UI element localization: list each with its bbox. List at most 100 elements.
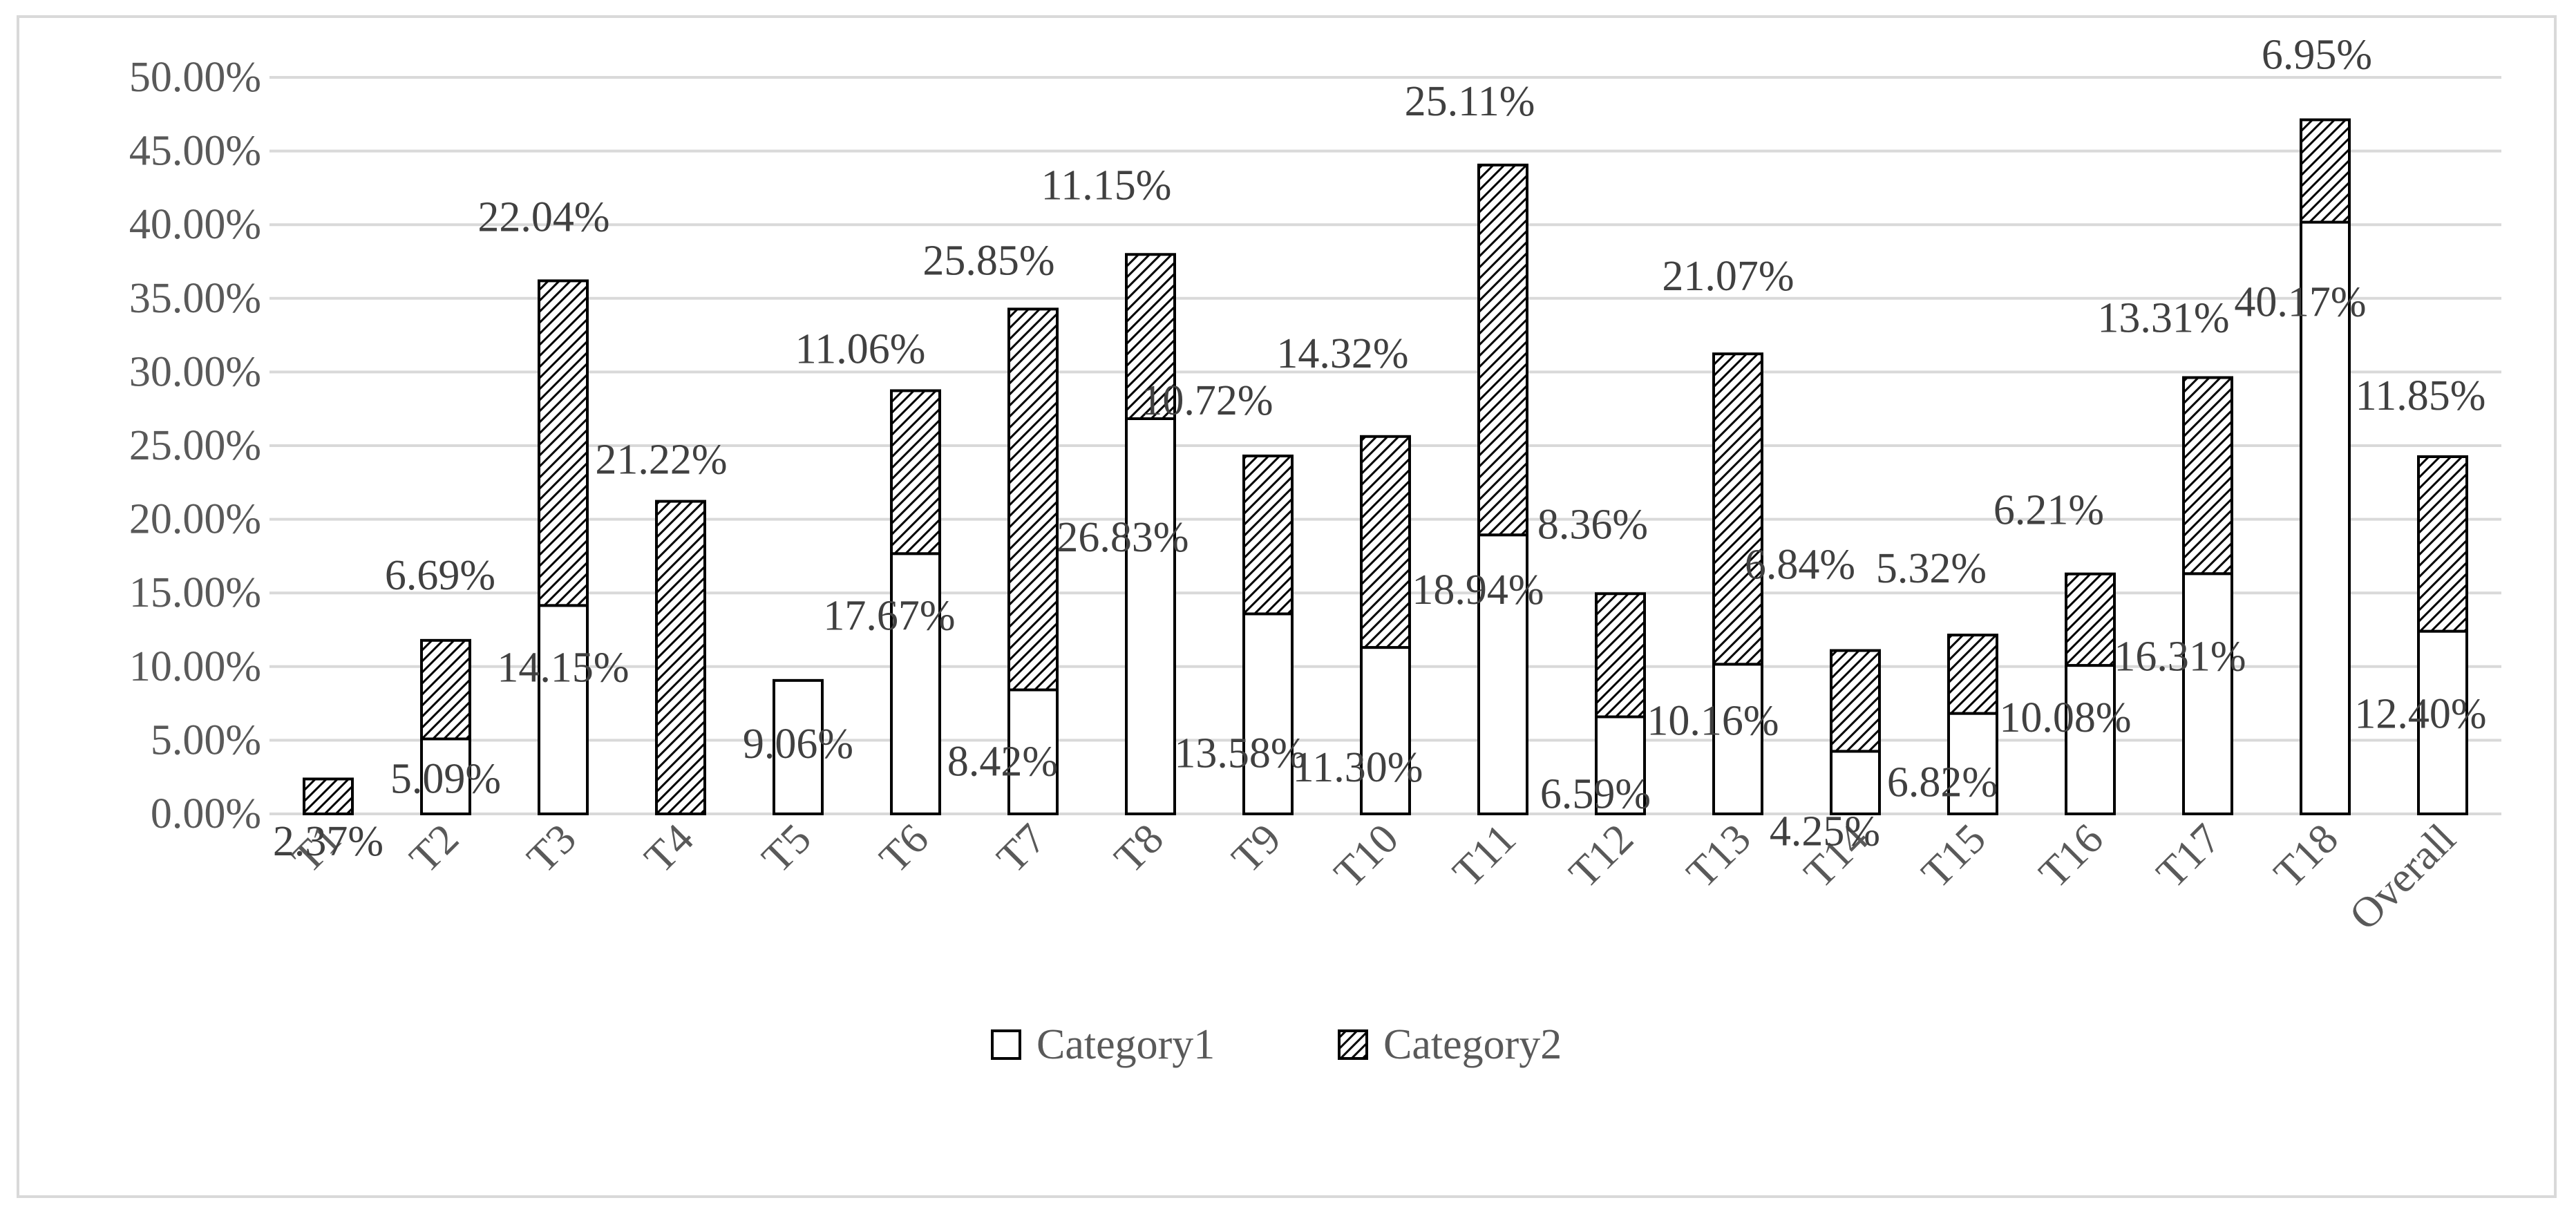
data-label-category1: 4.25%	[1770, 808, 1880, 855]
bars	[303, 118, 2468, 816]
data-label-category1: 6.59%	[1540, 771, 1651, 818]
x-tick-label: T13	[1678, 815, 1760, 897]
bar-category1-t11	[1477, 533, 1528, 816]
y-tick-label: 15.00%	[129, 569, 261, 616]
data-label-category1: 6.82%	[1887, 759, 1998, 806]
bar-category2-t3	[538, 279, 589, 607]
x-tick-label: T4	[636, 815, 703, 882]
bar-category2-t18	[2300, 118, 2351, 224]
legend: Category1 Category2	[991, 1021, 1562, 1068]
data-label-category2: 8.36%	[1537, 501, 1648, 548]
data-label-category1: 8.42%	[947, 738, 1058, 785]
x-tick-label: T10	[1325, 815, 1408, 897]
x-tick-label: T18	[2265, 815, 2347, 897]
y-tick-label: 10.00%	[129, 643, 261, 690]
y-tick-label: 30.00%	[129, 348, 261, 395]
bar-category1-t17	[2182, 572, 2233, 815]
bar-category1-t3	[538, 604, 589, 816]
bar-category2-t14	[1830, 649, 1881, 753]
data-label-category2: 11.06%	[795, 325, 926, 372]
bar-category1-t13	[1712, 663, 1763, 815]
data-labels: 2.37%5.09% 6.69%14.15% 22.04% 21.22% 9.06% 17…	[273, 31, 2487, 865]
y-tick-label: 50.00%	[129, 54, 261, 101]
data-label-category1: 26.83%	[1057, 514, 1188, 561]
data-label-category2: 21.22%	[595, 437, 727, 484]
bar-category2-t6	[890, 389, 941, 555]
x-tick-label: T15	[1913, 815, 1995, 897]
x-tick-label: T8	[1106, 815, 1173, 882]
legend-swatch-category1	[991, 1029, 1021, 1060]
x-tick-label: T2	[401, 815, 468, 882]
data-label-category2: 5.32%	[1876, 545, 1987, 592]
data-label-category2: 11.85%	[2356, 372, 2486, 419]
x-tick-label: T7	[988, 815, 1055, 882]
data-label-category2: 6.21%	[1993, 487, 2104, 534]
data-label-category2: 11.15%	[1041, 162, 1172, 209]
bar-category1-t9	[1242, 612, 1294, 816]
data-label-category2: 25.85%	[922, 237, 1054, 284]
data-label-category1: 10.16%	[1647, 697, 1779, 744]
bar-category2-t7	[1007, 307, 1059, 692]
legend-label-category2: Category2	[1383, 1021, 1562, 1068]
bar-category2-t8	[1125, 253, 1176, 420]
bar-category2-t1	[303, 777, 354, 815]
y-tick-label: 45.00%	[129, 128, 261, 175]
data-label-category1: 9.06%	[743, 721, 853, 768]
data-label-category2: 21.07%	[1662, 253, 1794, 300]
y-tick-label: 5.00%	[151, 716, 261, 763]
x-axis-ticks: T1 T2 T3 T4 T5 T6 T7 T8 T9 T10 T11 T12 T13 T14 T15 T16 T…	[283, 815, 2465, 940]
bar-category2-t10	[1360, 435, 1411, 649]
legend-swatch-category2	[1338, 1029, 1368, 1060]
bar-category2-t9	[1242, 454, 1294, 616]
data-label-category1: 11.30%	[1293, 744, 1423, 791]
data-label-category2: 22.04%	[477, 193, 609, 240]
bar-category1-t14	[1830, 750, 1881, 816]
data-label-category2: 6.95%	[2262, 31, 2372, 78]
data-label-category1: 18.94%	[1412, 567, 1544, 614]
bar-category2-t4	[655, 500, 706, 815]
data-label-category1: 12.40%	[2354, 691, 2486, 738]
data-label-category2: 6.69%	[385, 552, 495, 599]
x-tick-label: T11	[1444, 815, 1525, 896]
x-tick-label: T3	[518, 815, 585, 882]
bar-category2-t11	[1477, 163, 1528, 537]
data-label-category1: 14.15%	[497, 644, 629, 691]
data-label-category2: 10.72%	[1141, 377, 1273, 424]
bar-category2-t17	[2182, 376, 2233, 576]
bar-category1-t18	[2300, 220, 2351, 815]
grid-lines	[269, 76, 2501, 815]
data-label-category2: 14.32%	[1276, 330, 1408, 377]
bar-category1-overall	[2417, 629, 2468, 816]
y-tick-label: 35.00%	[129, 275, 261, 322]
x-tick-label: T12	[1560, 815, 1642, 897]
data-label-category1: 10.08%	[1999, 694, 2131, 741]
bar-category2-t12	[1595, 592, 1646, 719]
bar-category1-t5	[773, 678, 824, 816]
legend-label-category1: Category1	[1036, 1021, 1215, 1068]
x-tick-label: T17	[2148, 815, 2230, 897]
bar-category1-t2	[420, 737, 471, 815]
data-label-category2: 2.37%	[273, 818, 383, 865]
bar-category2-t2	[420, 638, 471, 741]
x-tick-label: T9	[1223, 815, 1290, 882]
x-tick-label: T5	[753, 815, 820, 882]
bar-category1-t16	[2065, 664, 2116, 816]
bar-category2-t15	[1947, 634, 1998, 715]
data-label-category2: 25.11%	[1405, 78, 1535, 125]
data-label-category2: 6.84%	[1745, 542, 1855, 589]
data-label-category1: 13.58%	[1174, 730, 1306, 777]
bar-category2-overall	[2417, 455, 2468, 633]
y-tick-label: 0.00%	[151, 790, 261, 837]
data-label-category1: 17.67%	[823, 592, 955, 639]
data-label-category1: 40.17%	[2234, 279, 2366, 326]
y-tick-label: 20.00%	[129, 496, 261, 543]
data-label-category1: 5.09%	[390, 755, 501, 802]
bar-category1-t15	[1947, 712, 1998, 816]
x-tick-label: T16	[2030, 815, 2112, 897]
x-tick-label: T6	[871, 815, 938, 882]
data-label-category1: 16.31%	[2114, 633, 2246, 680]
y-tick-label: 40.00%	[129, 201, 261, 248]
x-tick-label: Overall	[2340, 815, 2465, 940]
y-tick-label: 25.00%	[129, 422, 261, 469]
